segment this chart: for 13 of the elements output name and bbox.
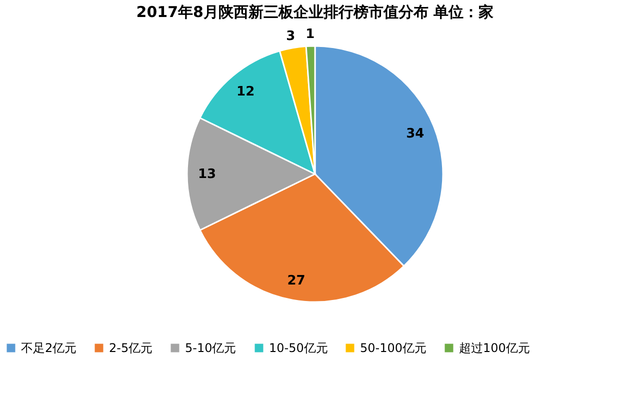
legend-label: 10-50亿元 [269, 341, 328, 355]
legend-label: 2-5亿元 [109, 341, 153, 355]
data-label: 34 [406, 126, 424, 142]
chart-title: 2017年8月陕西新三板企业排行榜市值分布 单位：家 [136, 3, 494, 21]
data-label: 1 [306, 27, 315, 42]
legend-label: 5-10亿元 [185, 341, 236, 355]
legend-label: 不足2亿元 [21, 341, 77, 355]
data-label: 13 [198, 167, 216, 182]
data-label: 12 [236, 84, 255, 100]
legend-label: 超过100亿元 [459, 341, 530, 355]
legend-label: 50-100亿元 [360, 341, 427, 355]
data-label: 3 [286, 29, 296, 44]
data-label: 27 [287, 273, 306, 288]
